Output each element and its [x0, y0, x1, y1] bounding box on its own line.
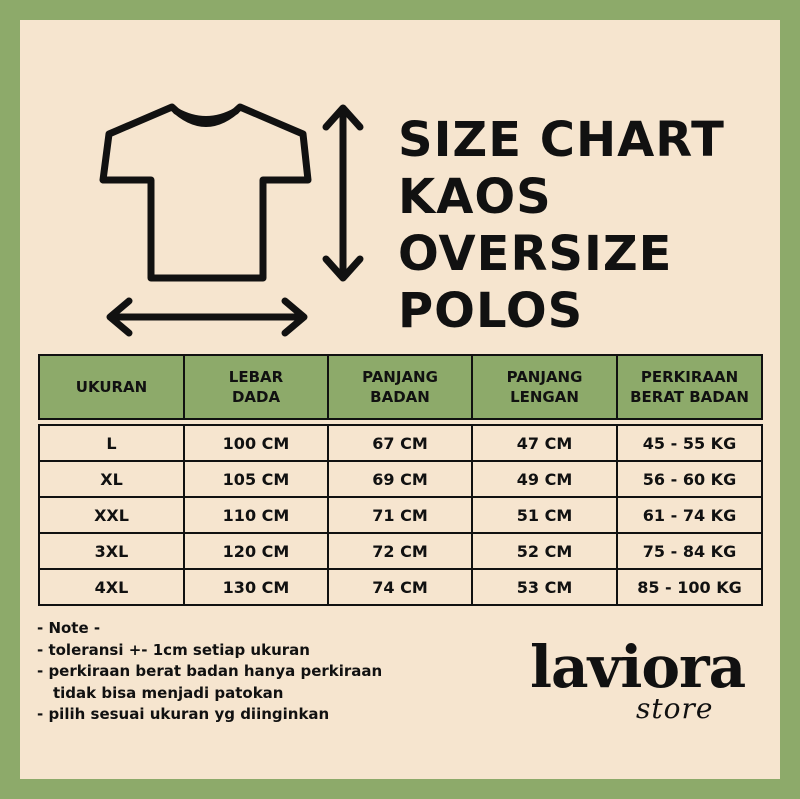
table-cell: 3XL: [39, 533, 184, 569]
content-panel: SIZE CHART KAOS OVERSIZE POLOS UKURAN LE…: [20, 20, 780, 779]
table-cell: 69 CM: [328, 461, 472, 497]
table-header-row: UKURAN LEBAR DADA PANJANG BADAN PANJANG LEN…: [39, 355, 762, 419]
table-cell: 52 CM: [472, 533, 617, 569]
table-cell: 4XL: [39, 569, 184, 605]
table-cell: 49 CM: [472, 461, 617, 497]
table-cell: 75 - 84 KG: [617, 533, 762, 569]
table-row: 3XL 120 CM 72 CM 52 CM 75 - 84 KG: [39, 533, 762, 569]
notes-heading: - Note -: [37, 618, 382, 640]
table-cell: 85 - 100 KG: [617, 569, 762, 605]
table-cell: 120 CM: [184, 533, 328, 569]
header-lebar-dada: LEBAR DADA: [184, 355, 328, 419]
table-cell: 130 CM: [184, 569, 328, 605]
tshirt-collar-icon: [176, 111, 236, 120]
note-item: tidak bisa menjadi patokan: [37, 683, 382, 705]
page-title: SIZE CHART KAOS OVERSIZE POLOS: [398, 112, 725, 340]
table-cell: 45 - 55 KG: [617, 425, 762, 461]
note-item: - perkiraan berat badan hanya perkiraan: [37, 661, 382, 683]
title-line: SIZE CHART: [398, 112, 725, 169]
brand-logo: laviora store: [530, 632, 750, 742]
table-cell: L: [39, 425, 184, 461]
table-cell: 110 CM: [184, 497, 328, 533]
table-cell: XXL: [39, 497, 184, 533]
table-cell: 74 CM: [328, 569, 472, 605]
note-item: - pilih sesuai ukuran yg diinginkan: [37, 704, 382, 726]
notes-section: - Note - - toleransi +- 1cm setiap ukura…: [37, 618, 382, 726]
table-cell: 67 CM: [328, 425, 472, 461]
header-panjang-badan: PANJANG BADAN: [328, 355, 472, 419]
note-item: - toleransi +- 1cm setiap ukuran: [37, 640, 382, 662]
title-line: POLOS: [398, 283, 725, 340]
table-row: XXL 110 CM 71 CM 51 CM 61 - 74 KG: [39, 497, 762, 533]
table-row: 4XL 130 CM 74 CM 53 CM 85 - 100 KG: [39, 569, 762, 605]
table-cell: 100 CM: [184, 425, 328, 461]
table-cell: 105 CM: [184, 461, 328, 497]
size-table: UKURAN LEBAR DADA PANJANG BADAN PANJANG LEN…: [38, 354, 763, 606]
horizontal-arrow-icon: [110, 301, 304, 333]
table-cell: 71 CM: [328, 497, 472, 533]
table-cell: 51 CM: [472, 497, 617, 533]
tshirt-icon: [103, 107, 308, 278]
header-ukuran: UKURAN: [39, 355, 184, 419]
title-line: OVERSIZE: [398, 226, 725, 283]
table-cell: 53 CM: [472, 569, 617, 605]
header-perkiraan-berat: PERKIRAAN BERAT BADAN: [617, 355, 762, 419]
table-row: L 100 CM 67 CM 47 CM 45 - 55 KG: [39, 425, 762, 461]
table-cell: 72 CM: [328, 533, 472, 569]
table-cell: 61 - 74 KG: [617, 497, 762, 533]
table-cell: 47 CM: [472, 425, 617, 461]
title-line: KAOS: [398, 169, 725, 226]
vertical-arrow-icon: [326, 108, 360, 278]
header-panjang-lengan: PANJANG LENGAN: [472, 355, 617, 419]
table-row: XL 105 CM 69 CM 49 CM 56 - 60 KG: [39, 461, 762, 497]
table-cell: 56 - 60 KG: [617, 461, 762, 497]
brand-tagline: store: [636, 692, 713, 726]
tshirt-illustration: [20, 20, 380, 350]
table-cell: XL: [39, 461, 184, 497]
